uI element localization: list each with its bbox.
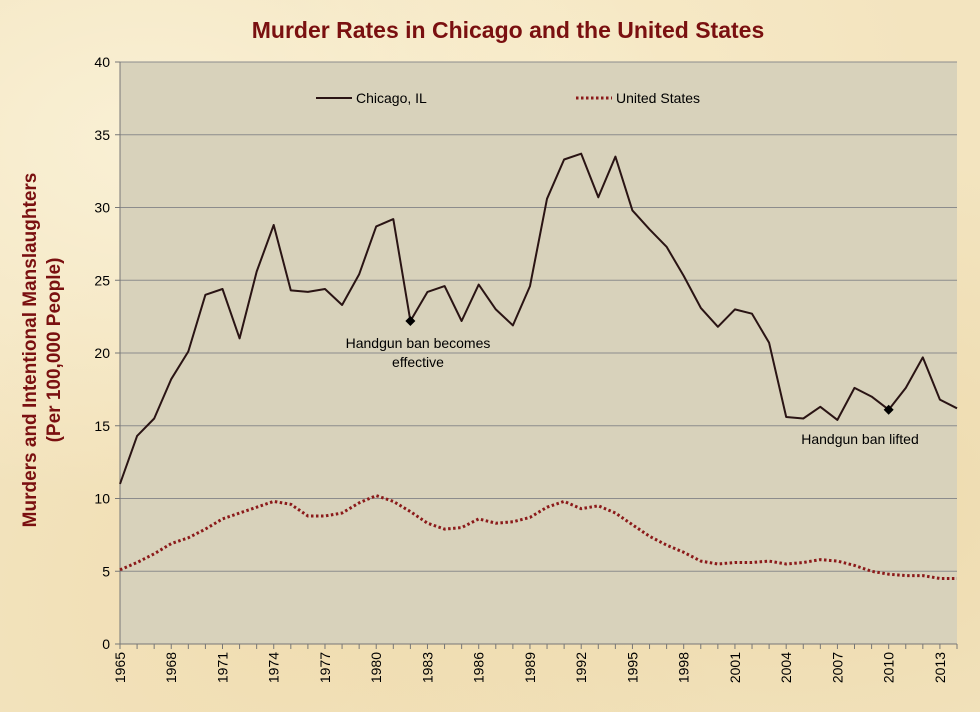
x-tick-label: 1968 <box>163 652 179 683</box>
x-tick-label: 2004 <box>778 652 794 683</box>
x-tick-label: 1992 <box>573 652 589 683</box>
x-tick-label: 2007 <box>829 652 845 683</box>
annotation-label: Handgun ban lifted <box>801 431 919 447</box>
y-axis-label-line2: (Per 100,000 People) <box>44 258 65 443</box>
annotation-label: effective <box>392 354 444 370</box>
series-line-united-states <box>119 494 957 580</box>
y-tick-label: 20 <box>94 345 110 361</box>
annotation-marker <box>405 315 416 326</box>
y-tick-label: 15 <box>94 418 110 434</box>
y-tick-label: 25 <box>94 272 110 288</box>
y-tick-label: 10 <box>94 491 110 507</box>
x-tick-label: 2010 <box>881 652 897 683</box>
x-tick-label: 1995 <box>624 652 640 683</box>
x-tick-label: 1983 <box>419 652 435 683</box>
annotations: Handgun ban becomes effective Handgun ban … <box>346 315 919 447</box>
y-axis-ticks: 0 5 10 15 20 25 30 35 40 <box>94 54 120 652</box>
legend: Chicago, IL United States <box>316 90 700 106</box>
x-tick-label: 2001 <box>727 652 743 683</box>
annotation-marker <box>883 404 894 415</box>
y-axis-label: Murders and Intentional Manslaughters (P… <box>20 173 65 528</box>
series-line-chicago <box>119 152 958 485</box>
y-tick-label: 35 <box>94 127 110 143</box>
x-tick-label: 1974 <box>266 652 282 683</box>
legend-label: Chicago, IL <box>356 90 427 106</box>
annotation-label: Handgun ban becomes <box>346 335 491 351</box>
x-tick-label: 1980 <box>368 652 384 683</box>
x-axis-ticks: 1965 1968 1971 1974 1977 1980 1983 1986 1989 1992… <box>112 644 958 683</box>
y-tick-label: 40 <box>94 54 110 70</box>
x-tick-label: 1965 <box>112 652 128 683</box>
x-tick-label: 2013 <box>932 652 948 683</box>
y-axis-label-line1: Murders and Intentional Manslaughters <box>20 173 41 528</box>
x-tick-label: 1977 <box>317 652 333 683</box>
x-tick-label: 1998 <box>676 652 692 683</box>
y-tick-label: 30 <box>94 200 110 216</box>
legend-label: United States <box>616 90 700 106</box>
y-tick-label: 5 <box>102 563 110 579</box>
chart-title: Murder Rates in Chicago and the United S… <box>252 17 764 43</box>
x-tick-label: 1986 <box>471 652 487 683</box>
x-tick-label: 1989 <box>522 652 538 683</box>
y-tick-label: 0 <box>102 636 110 652</box>
x-tick-label: 1971 <box>214 652 230 683</box>
series-lines <box>119 152 958 580</box>
